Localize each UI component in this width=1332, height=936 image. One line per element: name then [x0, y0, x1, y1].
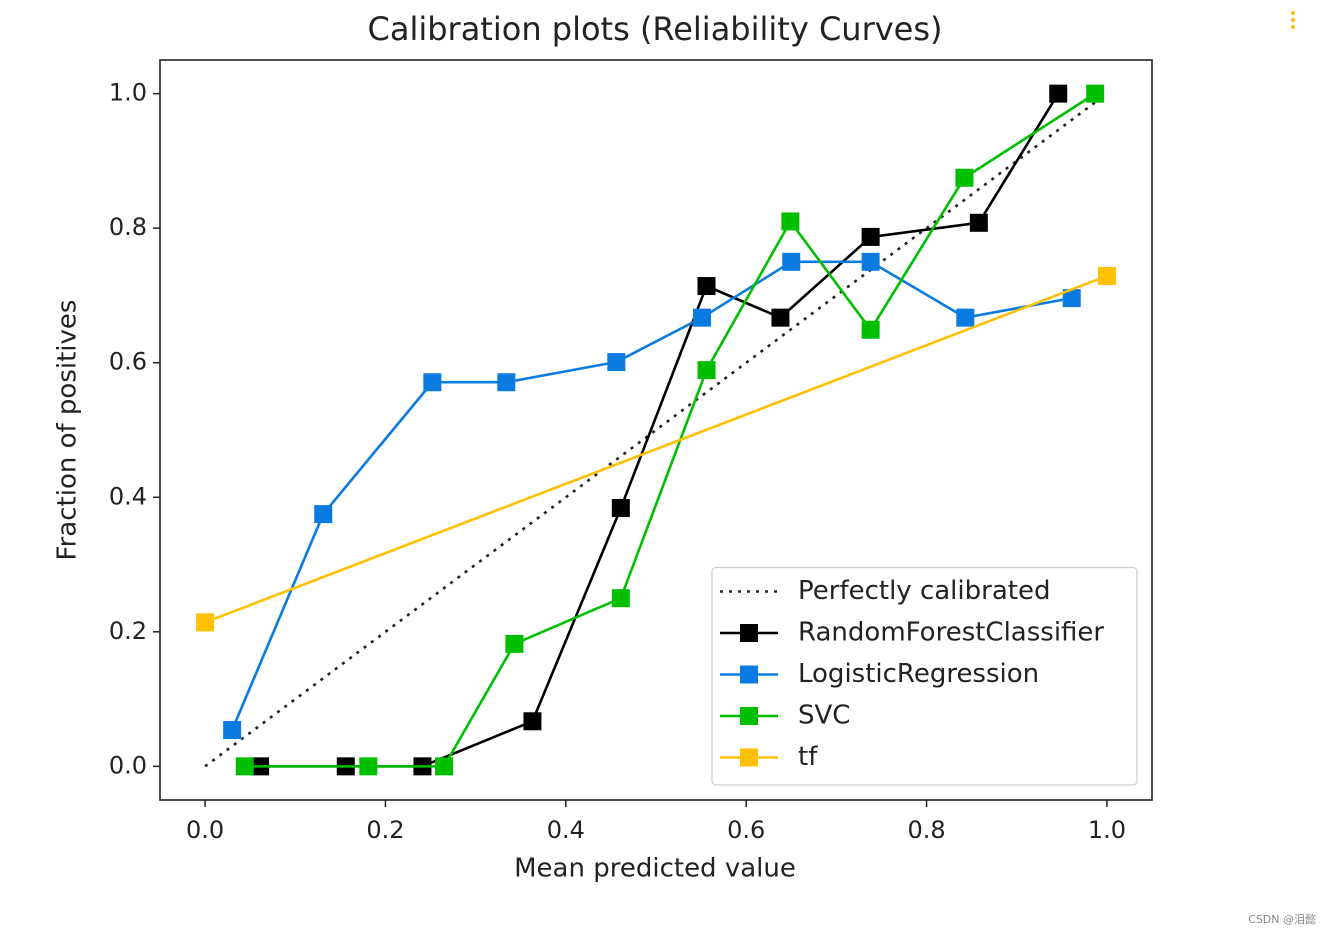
- x-tick-label: 0.6: [727, 816, 765, 844]
- dot: [1291, 18, 1295, 22]
- x-axis-label: Mean predicted value: [514, 854, 796, 884]
- watermark: CSDN @泪懿: [1248, 912, 1316, 926]
- point: [781, 212, 800, 231]
- point: [697, 277, 716, 296]
- point: [782, 252, 801, 271]
- series-line: [244, 92, 1096, 768]
- x-tick-label: 0.4: [547, 816, 585, 844]
- point: [771, 308, 790, 327]
- point: [861, 320, 880, 339]
- series-line: [204, 274, 1108, 624]
- y-axis-label: Fraction of positives: [53, 300, 83, 561]
- x-tick-label: 1.0: [1088, 816, 1126, 844]
- point: [359, 757, 378, 776]
- point: [861, 227, 880, 246]
- point: [969, 213, 988, 232]
- point: [1086, 84, 1105, 103]
- x-tick-label: 0.0: [186, 816, 224, 844]
- point: [955, 168, 974, 187]
- dot: [1291, 25, 1295, 29]
- point: [314, 505, 333, 524]
- point: [223, 721, 242, 740]
- legend-marker: [740, 665, 758, 684]
- point: [956, 308, 975, 327]
- point: [611, 589, 630, 608]
- y-tick-label: 0.2: [109, 617, 147, 645]
- point: [607, 353, 626, 372]
- point: [1049, 84, 1068, 103]
- point: [692, 308, 711, 327]
- legend-label: LogisticRegression: [798, 659, 1039, 689]
- x-tick-label: 0.2: [366, 816, 404, 844]
- legend: Perfectly calibrated RandomForestClassifi…: [711, 566, 1138, 786]
- legend-marker: [740, 748, 758, 767]
- legend-label: Perfectly calibrated: [798, 576, 1050, 606]
- legend-marker: [740, 624, 758, 642]
- point: [235, 757, 254, 776]
- y-tick-label: 0.4: [109, 482, 147, 510]
- point: [697, 361, 716, 380]
- series-line: [230, 260, 1072, 731]
- legend-label: SVC: [798, 701, 850, 731]
- y-tick-label: 0.6: [109, 348, 147, 376]
- legend-label: RandomForestClassifier: [798, 618, 1104, 648]
- point: [523, 712, 542, 731]
- point: [505, 634, 524, 653]
- y-tick-label: 1.0: [109, 79, 147, 107]
- legend-label: tf: [798, 742, 818, 772]
- point: [611, 499, 630, 518]
- legend-box: [711, 566, 1138, 786]
- y-tick-label: 0.8: [109, 213, 147, 241]
- x-tick-label: 0.8: [907, 816, 945, 844]
- chart-title: Calibration plots (Reliability Curves): [367, 10, 942, 48]
- point: [1062, 289, 1081, 308]
- point: [435, 757, 454, 776]
- edge-dots: [1291, 11, 1295, 29]
- legend-marker: [740, 707, 758, 725]
- point: [423, 373, 442, 392]
- series-line: [204, 92, 1108, 768]
- point: [497, 373, 516, 392]
- dot: [1291, 11, 1295, 15]
- point: [1097, 266, 1116, 285]
- y-tick-label: 0.0: [109, 751, 147, 779]
- point: [196, 613, 215, 632]
- plot-frame: [159, 59, 1153, 801]
- point: [861, 252, 880, 271]
